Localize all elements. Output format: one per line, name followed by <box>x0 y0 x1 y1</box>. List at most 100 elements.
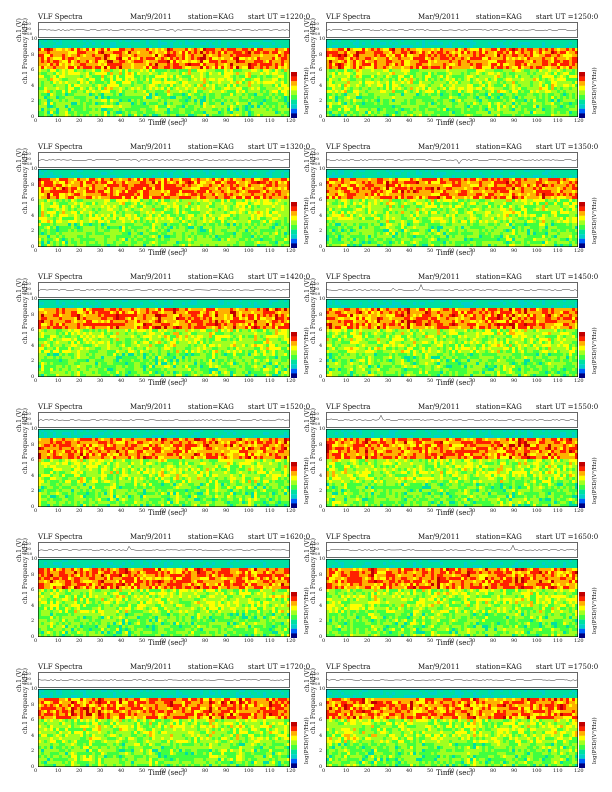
waveform-tick-label: 0.00 <box>22 676 31 681</box>
x-tick-label: 70 <box>181 378 187 384</box>
x-tick-label: 60 <box>160 638 166 644</box>
waveform-tick-label: -0.20 <box>22 421 32 426</box>
colorbar-label: log(PSD/(V²/Hz)) <box>592 457 598 504</box>
colorbar-step <box>579 624 585 629</box>
panel-title: VLF Spectra Mar/9/2011 station=KAG start UT… <box>326 532 602 542</box>
colorbar-step <box>291 243 297 248</box>
colorbar-step <box>579 85 585 91</box>
spectrogram-frame <box>326 559 578 637</box>
x-tick-label: 100 <box>244 508 254 514</box>
waveform-tick-label: 0.20 <box>22 151 31 156</box>
y-tick-label: 4 <box>31 343 34 349</box>
y-tick-label: 4 <box>31 603 34 609</box>
time-axis-label: Time (sec) <box>148 769 185 777</box>
x-tick-label: 50 <box>139 768 145 774</box>
spectrogram-plot <box>326 559 578 637</box>
y-tick-label: 0 <box>319 634 322 640</box>
colorbar-label: log(PSD/(V²/Hz)) <box>592 327 598 374</box>
colorbar-step <box>291 113 297 118</box>
x-tick-label: 40 <box>406 768 412 774</box>
y-tick-label: 0 <box>31 114 34 120</box>
x-tick-label: 100 <box>532 248 542 254</box>
colorbar-step <box>579 731 585 736</box>
spectrogram-frame <box>38 689 290 767</box>
waveform-tick-label: -0.20 <box>310 681 320 686</box>
x-tick-label: 80 <box>202 508 208 514</box>
y-tick-label: 2 <box>319 358 322 364</box>
colorbar-step <box>579 494 585 499</box>
colorbar-step <box>579 633 585 638</box>
x-tick-label: 30 <box>97 118 103 124</box>
y-tick-label: 0 <box>31 634 34 640</box>
colorbar-step <box>291 215 297 221</box>
waveform-line <box>38 159 289 163</box>
x-tick-label: 120 <box>574 378 584 384</box>
colorbar <box>291 592 297 638</box>
waveform-tick-label: 0.20 <box>22 21 31 26</box>
spectrogram-plot <box>326 299 578 377</box>
x-tick-label: 20 <box>76 768 82 774</box>
waveform-frame <box>38 152 290 168</box>
colorbar <box>579 722 585 768</box>
waveform-line <box>38 545 290 552</box>
colorbar-step <box>291 368 297 374</box>
x-tick-label: 30 <box>385 248 391 254</box>
waveform-tick-label: -0.20 <box>22 31 32 36</box>
x-tick-label: 40 <box>118 378 124 384</box>
x-tick-label: 0 <box>322 248 325 254</box>
colorbar-step <box>291 85 297 91</box>
spectrogram-plot <box>38 169 290 247</box>
frequency-axis-label: ch.1 Frequency (kHz) <box>22 278 29 344</box>
spectrogram-panel: VLF Spectra Mar/9/2011 station=KAG start UT… <box>16 402 314 517</box>
y-tick-label: 8 <box>319 442 322 448</box>
panel-start-time: start UT =1350:0 <box>536 142 598 152</box>
spectrogram-plot <box>38 559 290 637</box>
x-tick-label: 70 <box>181 248 187 254</box>
y-tick-label: 6 <box>319 197 322 203</box>
y-tick-label: 0 <box>319 764 322 770</box>
panel-name: VLF Spectra <box>326 272 370 282</box>
x-tick-label: 40 <box>118 118 124 124</box>
colorbar-step <box>579 462 585 467</box>
y-tick-label: 10 <box>31 556 37 562</box>
panel-station: station=KAG <box>476 532 522 542</box>
panel-title: VLF Spectra Mar/9/2011 station=KAG start UT… <box>326 662 602 672</box>
time-axis-label: Time (sec) <box>148 639 185 647</box>
y-tick-label: 0 <box>31 374 34 380</box>
time-axis-label: Time (sec) <box>148 119 185 127</box>
x-tick-label: 40 <box>118 508 124 514</box>
waveform-tick-label: 0.00 <box>22 546 31 551</box>
waveform-tick-label: 0.00 <box>22 26 31 31</box>
waveform-tick-label: 0.20 <box>22 411 31 416</box>
colorbar-step <box>579 610 585 616</box>
colorbar-step <box>291 99 297 105</box>
y-tick-label: 0 <box>31 504 34 510</box>
colorbar-step <box>579 601 585 606</box>
x-tick-label: 110 <box>265 118 275 124</box>
colorbar-step <box>579 592 585 597</box>
x-tick-label: 80 <box>490 378 496 384</box>
frequency-axis-label: ch.1 Frequency (kHz) <box>310 668 317 734</box>
colorbar-step <box>291 471 297 476</box>
waveform-tick-label: -0.20 <box>22 551 32 556</box>
y-tick-label: 6 <box>31 717 34 723</box>
waveform-strip <box>326 282 578 298</box>
x-tick-label: 0 <box>34 118 37 124</box>
colorbar-step <box>291 731 297 736</box>
x-tick-label: 100 <box>532 768 542 774</box>
panel-station: station=KAG <box>188 272 234 282</box>
x-tick-label: 50 <box>427 378 433 384</box>
x-tick-label: 120 <box>574 508 584 514</box>
y-tick-label: 8 <box>319 182 322 188</box>
frequency-axis-label: ch.1 Frequency (kHz) <box>22 18 29 84</box>
x-tick-label: 10 <box>343 508 349 514</box>
colorbar <box>579 202 585 248</box>
waveform-tick-label: 0.20 <box>310 151 319 156</box>
panel-start-time: start UT =1250:0 <box>536 12 598 22</box>
x-tick-label: 100 <box>244 248 254 254</box>
waveform-tick-label: -0.20 <box>310 551 320 556</box>
colorbar-step <box>579 76 585 82</box>
x-tick-label: 120 <box>286 378 296 384</box>
spectrogram-panel: VLF Spectra Mar/9/2011 station=KAG start UT… <box>304 272 602 387</box>
frequency-axis-label: ch.1 Frequency (kHz) <box>310 18 317 84</box>
